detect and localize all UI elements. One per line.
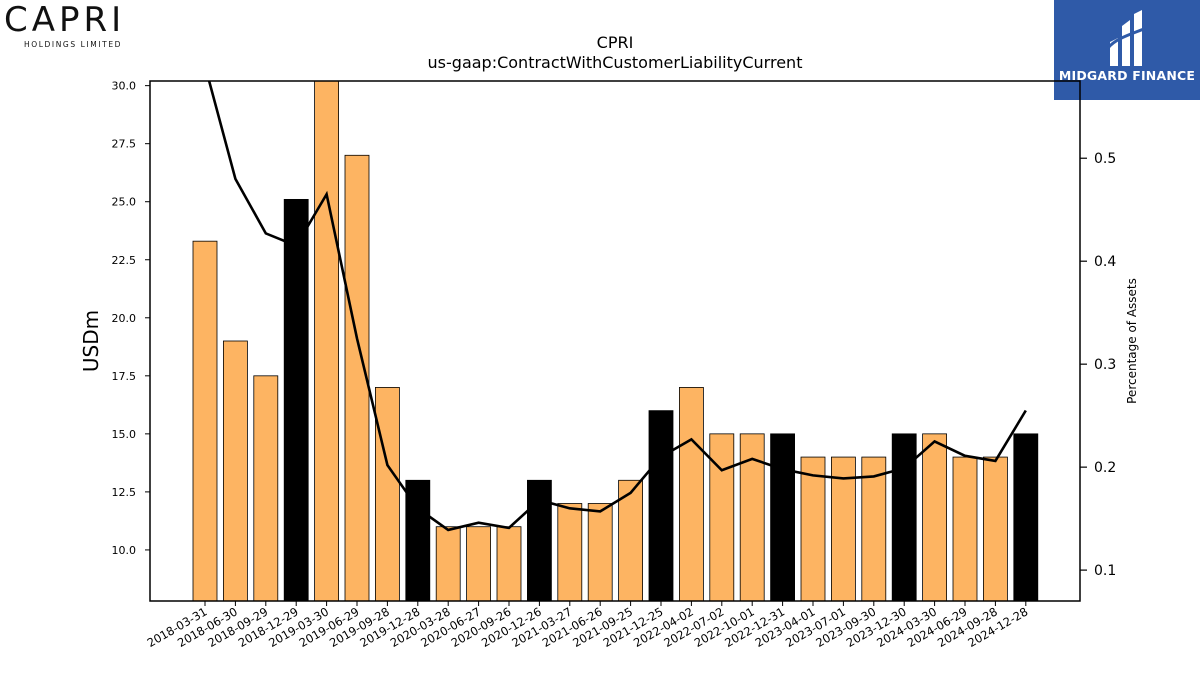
x-axis: 2018-03-312018-06-302018-09-292018-12-29… [145,601,1030,650]
line-path [207,81,1027,532]
y-tick-label: 12.5 [112,486,137,499]
bar [952,456,978,602]
bar [922,433,947,602]
bar [374,387,400,602]
midgard-finance-logo: MIDGARD FINANCE [1054,0,1200,100]
y-tick-label: 22.5 [112,254,137,267]
y2-tick-label: 0.5 [1094,151,1116,167]
bar [709,433,735,602]
y-tick-label: 10.0 [112,544,137,557]
bar [1013,433,1039,602]
bar [344,154,370,602]
bar [800,456,826,602]
bar [405,479,431,602]
chart-title: CPRI [597,33,634,52]
bar [648,410,674,602]
line-series [207,81,1027,532]
bar [496,526,522,602]
midgard-mark-icon [1106,10,1147,66]
y-tick-label: 15.0 [112,428,137,441]
bar [466,526,492,602]
midgard-logo-name: MIDGARD FINANCE [1058,68,1196,83]
y-tick-label: 17.5 [112,370,137,383]
y-tick-label: 25.0 [112,196,137,209]
y2-axis-label: Percentage of Assets [1125,278,1139,404]
bar [253,375,279,602]
y2-tick-label: 0.2 [1094,460,1116,476]
y2-tick-label: 0.3 [1094,357,1116,373]
capri-logo: CAPRI HOLDINGS LIMITED [4,2,154,52]
y-axis-left: 10.0 12.5 15.0 17.5 20.0 22.5 25.0 27.5 30.0 [112,80,150,557]
bar [679,387,704,602]
capri-logo-word: CAPRI [4,0,126,40]
y-tick-label: 27.5 [112,138,137,151]
bar [983,456,1008,602]
y2-tick-label: 0.1 [1094,563,1116,579]
bar [435,526,461,602]
bar [618,479,643,602]
y-tick-label: 20.0 [112,312,137,325]
y2-tick-label: 0.4 [1094,254,1116,270]
plot-frame [149,80,1081,602]
chart-subtitle: us-gaap:ContractWithCustomerLiabilityCur… [428,53,803,72]
y-axis-right: 0.1 0.2 0.3 0.4 0.5 [1080,151,1116,579]
bar [831,456,856,602]
bar [283,198,309,602]
bar [587,503,613,602]
y-tick-label: 30.0 [112,80,137,93]
bar [527,479,552,602]
bar [222,340,248,602]
bar [192,240,218,602]
bar [557,503,583,602]
bar [770,433,795,602]
bar [314,80,340,602]
capri-logo-subtitle: HOLDINGS LIMITED [24,40,123,49]
bar-series [192,80,1039,602]
bar [861,456,887,602]
bar [891,433,917,602]
y-axis-label: USDm [79,310,103,372]
